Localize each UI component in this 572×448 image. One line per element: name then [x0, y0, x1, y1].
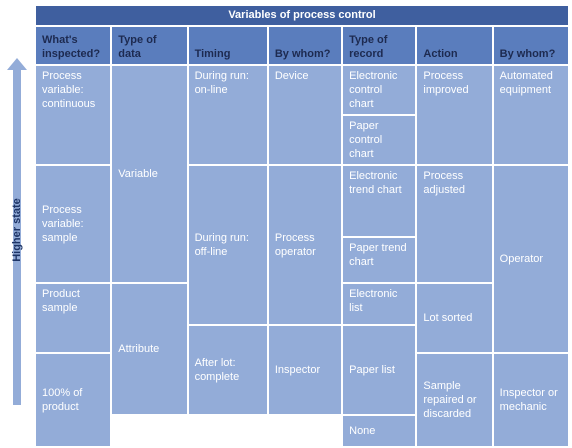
cell-record: Electronic control chart [343, 66, 416, 114]
cell-record: Paper trend chart [343, 238, 416, 282]
cell-timing-by: Process operator [268, 166, 342, 324]
cell-action: Lot sorted [417, 284, 492, 352]
cell-action: Process adjusted [417, 166, 492, 282]
cell-action-by: Automated equipment [493, 66, 568, 164]
process-control-figure: Higher state Variables of process contro… [7, 6, 568, 446]
cell-action: Sample repaired or discarded [417, 354, 492, 446]
cell-inspected: Process variable: sample [36, 166, 111, 282]
cell-timing-by: Device [268, 66, 342, 164]
cell-timing-by: Inspector [268, 326, 342, 414]
cell-timing: After lot: complete [188, 326, 267, 414]
cell-action-by: Inspector or mechanic [493, 354, 568, 446]
higher-state-label: Higher state [11, 198, 23, 262]
header-data-type: Type of data [112, 27, 187, 64]
cell-record: Electronic list [343, 284, 416, 324]
header-row: What's inspected? Type of data Timing By… [36, 27, 568, 64]
cell-action-by: Operator [493, 166, 568, 352]
cell-data-type: Attribute [112, 284, 187, 414]
cell-inspected: Product sample [36, 284, 111, 352]
header-record: Type of record [343, 27, 416, 64]
cell-record: Electronic trend chart [343, 166, 416, 236]
cell-record: Paper list [343, 326, 416, 414]
header-action: Action [417, 27, 492, 64]
process-control-table: Variables of process control What's insp… [34, 4, 570, 448]
cell-timing: During run: on-line [188, 66, 267, 164]
cell-inspected: 100% of product [36, 354, 111, 446]
cell-timing: During run: off-line [188, 166, 267, 324]
cell-data-type: Variable [112, 66, 187, 282]
header-action-by: By whom? [493, 27, 568, 64]
cell-action: Process improved [417, 66, 492, 164]
header-inspected: What's inspected? [36, 27, 111, 64]
cell-record: Paper control chart [343, 116, 416, 164]
header-timing-by: By whom? [268, 27, 342, 64]
cell-record: None [343, 416, 416, 446]
header-timing: Timing [188, 27, 267, 64]
cell-inspected: Process variable: continuous [36, 66, 111, 164]
higher-state-arrow [7, 58, 27, 405]
table-title: Variables of process control [36, 6, 568, 25]
spacer [112, 416, 341, 446]
